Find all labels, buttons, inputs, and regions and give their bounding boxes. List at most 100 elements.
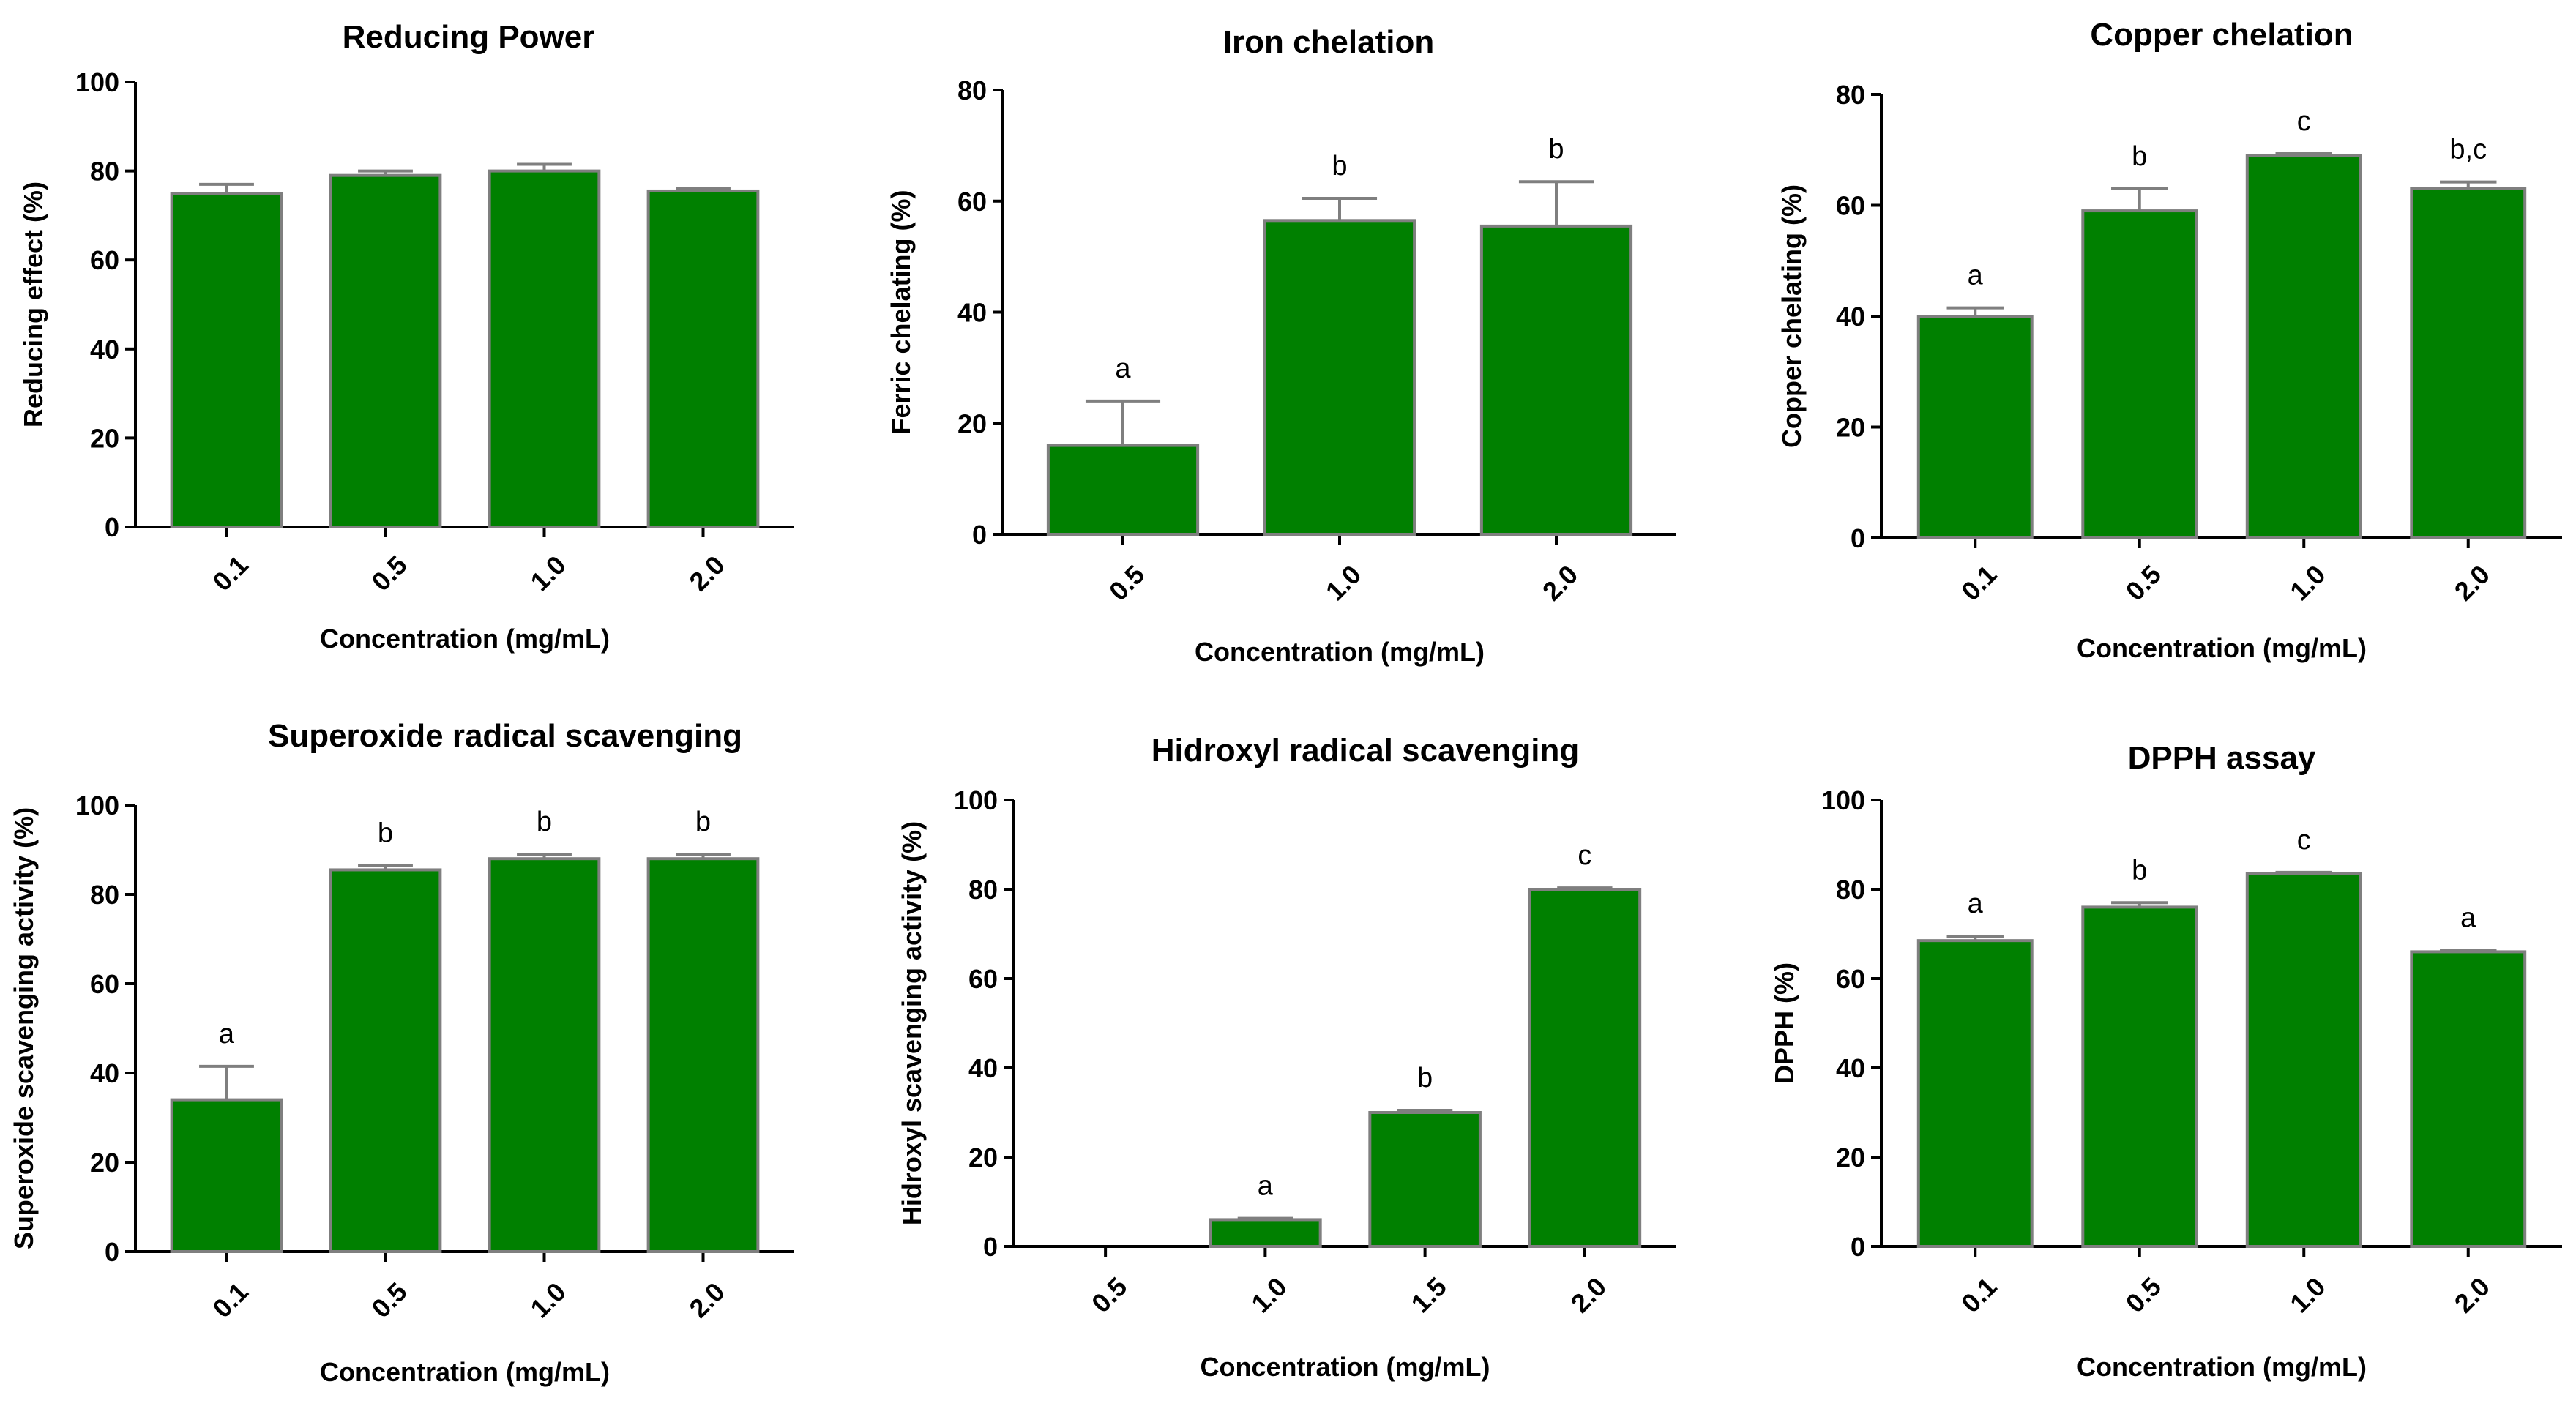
bar-2.0 [2410, 187, 2527, 539]
y-axis-label: Copper chelating (%) [1777, 184, 1807, 448]
y-tick-label: 20 [90, 423, 119, 453]
chart-title: Reducing Power [343, 19, 595, 55]
y-tick-label: 80 [957, 75, 987, 105]
y-axis-label: Superoxide scavenging activity (%) [9, 807, 39, 1249]
significance-label: a [2460, 903, 2476, 934]
x-tick-label: 0.1 [1955, 1271, 2002, 1318]
chart-panel-4: Superoxide radical scavenging 0 20 40 60 80 10… [9, 718, 794, 1387]
y-tick-label: 100 [75, 790, 119, 820]
chart-panel-2: Iron chelation 0 20 40 60 80 Ferric chelating … [886, 24, 1676, 667]
significance-label: b [1332, 151, 1347, 182]
bar-1.0 [2245, 872, 2362, 1249]
significance-label: a [1258, 1171, 1274, 1202]
bar-2.0 [1528, 888, 1642, 1248]
bar-1.0 [1209, 1218, 1322, 1249]
y-tick-label: 60 [1836, 964, 1865, 994]
x-tick-label: 2.0 [1565, 1271, 1612, 1318]
x-tick-label: 0.1 [206, 550, 253, 597]
chart-title: DPPH assay [2128, 740, 2316, 776]
bar-0.1 [170, 1098, 283, 1253]
significance-label: a [1115, 354, 1131, 384]
bar-1.0 [488, 169, 601, 528]
bar-1.0 [488, 857, 601, 1253]
y-axis-label: DPPH (%) [1769, 962, 1799, 1084]
y-tick-label: 0 [1851, 1232, 1865, 1262]
x-tick-label: 2.0 [683, 550, 730, 597]
x-tick-label: 0.1 [1955, 559, 2002, 606]
y-tick-label: 40 [90, 1058, 119, 1088]
y-tick-label: 80 [90, 157, 119, 187]
x-tick-label: 2.0 [683, 1276, 730, 1323]
x-axis-label: Concentration (mg/mL) [2077, 1352, 2367, 1382]
chart-panel-6: DPPH assay 0 20 40 60 80 100 DPPH (%) Concentrat… [1769, 740, 2562, 1382]
chart-title: Superoxide radical scavenging [268, 718, 742, 754]
chart-title: Iron chelation [1223, 24, 1434, 60]
bar-1.0 [2245, 154, 2362, 539]
y-tick-label: 60 [968, 964, 998, 994]
bar-0.5 [2081, 905, 2198, 1249]
x-axis-label: Concentration (mg/mL) [1195, 637, 1485, 667]
x-tick-label: 0.5 [2120, 559, 2167, 606]
bar-0.5 [2081, 209, 2198, 539]
significance-label: c [1578, 840, 1591, 871]
y-tick-label: 40 [1836, 302, 1865, 332]
y-tick-label: 80 [1836, 80, 1865, 110]
bar-2.0 [1479, 224, 1633, 536]
y-axis-label: Hidroxyl scavenging activity (%) [897, 821, 927, 1225]
y-tick-label: 0 [1851, 523, 1865, 553]
chart-panel-5: Hidroxyl radical scavenging 0 20 40 60 80 100 H… [897, 733, 1676, 1382]
y-tick-label: 100 [1821, 785, 1865, 815]
y-tick-label: 80 [968, 875, 998, 905]
y-tick-label: 40 [957, 298, 987, 328]
bar-0.5 [329, 173, 442, 528]
x-tick-label: 1.0 [1245, 1271, 1292, 1318]
bar-0.1 [1916, 939, 2034, 1249]
chart-panel-3: Copper chelation 0 20 40 60 80 Copper chelatin… [1777, 17, 2562, 663]
y-tick-label: 40 [1836, 1053, 1865, 1083]
bar-0.1 [170, 192, 283, 528]
bar-2.0 [646, 189, 760, 528]
significance-label: a [219, 1019, 235, 1050]
y-tick-label: 60 [957, 187, 987, 217]
y-tick-label: 80 [1836, 875, 1865, 905]
y-tick-label: 20 [1836, 1143, 1865, 1173]
x-tick-label: 2.0 [2449, 559, 2495, 606]
x-tick-label: 0.1 [206, 1276, 253, 1323]
significance-label: b,c [2449, 135, 2487, 165]
bar-0.5 [329, 868, 442, 1253]
y-axis-label: Ferric chelating (%) [886, 190, 916, 434]
y-tick-label: 20 [90, 1148, 119, 1178]
y-tick-label: 0 [983, 1232, 998, 1262]
y-tick-label: 20 [1836, 413, 1865, 443]
x-axis-label: Concentration (mg/mL) [2077, 633, 2367, 663]
y-tick-label: 100 [75, 67, 119, 97]
significance-label: b [537, 807, 552, 837]
significance-label: b [695, 807, 711, 837]
y-tick-label: 40 [90, 334, 119, 364]
significance-label: a [1968, 261, 1984, 291]
y-tick-label: 60 [90, 969, 119, 999]
x-axis-label: Concentration (mg/mL) [1201, 1352, 1490, 1382]
significance-label: c [2297, 106, 2311, 137]
x-tick-label: 1.0 [1320, 559, 1367, 606]
y-tick-label: 20 [968, 1143, 998, 1173]
x-tick-label: 0.5 [1103, 559, 1150, 606]
bar-2.0 [646, 857, 760, 1253]
x-tick-label: 2.0 [1537, 559, 1583, 606]
y-tick-label: 40 [968, 1053, 998, 1083]
chart-title: Copper chelation [2090, 17, 2353, 53]
y-tick-label: 0 [105, 1237, 119, 1267]
x-tick-label: 0.5 [1086, 1271, 1132, 1318]
x-tick-label: 1.0 [2284, 1271, 2331, 1318]
y-tick-label: 0 [105, 512, 119, 542]
significance-label: b [2132, 855, 2147, 886]
y-tick-label: 60 [1836, 191, 1865, 221]
y-tick-label: 100 [954, 785, 998, 815]
x-tick-label: 1.0 [524, 550, 571, 597]
significance-label: b [2132, 141, 2147, 172]
y-tick-label: 80 [90, 880, 119, 910]
x-tick-label: 1.0 [2284, 559, 2331, 606]
bar-2.0 [2410, 950, 2527, 1249]
bar-0.1 [1916, 315, 2034, 539]
chart-panel-1: Reducing Power 0 20 40 60 80 100 Reducing effec… [18, 19, 794, 654]
